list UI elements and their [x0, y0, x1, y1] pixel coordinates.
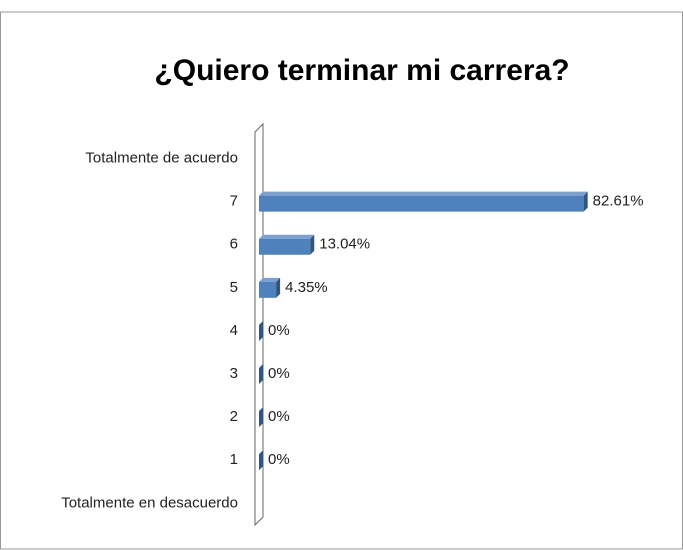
y-tick-label: 6	[230, 236, 238, 253]
data-label: 0%	[268, 451, 290, 468]
y-tick-label: 7	[230, 193, 238, 210]
chart-frame	[0, 11, 683, 550]
chart-title: ¿Quiero terminar mi carrera?	[154, 54, 569, 87]
bar-side	[259, 320, 263, 341]
bar	[259, 320, 263, 341]
bar-side	[310, 234, 315, 255]
bar	[259, 450, 263, 471]
data-label: 13.04%	[319, 236, 370, 253]
data-label: 0%	[268, 322, 290, 339]
bar	[259, 234, 315, 255]
y-tick-label: Totalmente en desacuerdo	[61, 494, 238, 511]
data-label: 4.35%	[285, 279, 328, 296]
bar-top	[259, 277, 281, 282]
bar	[259, 364, 263, 385]
bar-front	[259, 238, 311, 255]
bar-side	[276, 277, 281, 298]
bar	[259, 191, 588, 212]
data-label: 0%	[268, 365, 290, 382]
y-tick-label: 5	[230, 279, 238, 296]
bar-front	[259, 195, 584, 212]
y-tick-label: 1	[230, 451, 238, 468]
bar-side	[259, 407, 263, 428]
data-label: 82.61%	[593, 193, 644, 210]
y-tick-label: 2	[230, 408, 238, 425]
y-tick-label: 3	[230, 365, 238, 382]
bar-top	[259, 234, 315, 239]
bar-front	[259, 281, 277, 298]
bar-side	[259, 364, 263, 385]
bar	[259, 407, 263, 428]
bar	[259, 277, 281, 298]
data-label: 0%	[268, 408, 290, 425]
y-tick-label: Totalmente de acuerdo	[85, 150, 238, 167]
bar-top	[259, 191, 588, 196]
y-tick-label: 4	[230, 322, 238, 339]
bar-side	[583, 191, 588, 212]
bar-side	[259, 450, 263, 471]
